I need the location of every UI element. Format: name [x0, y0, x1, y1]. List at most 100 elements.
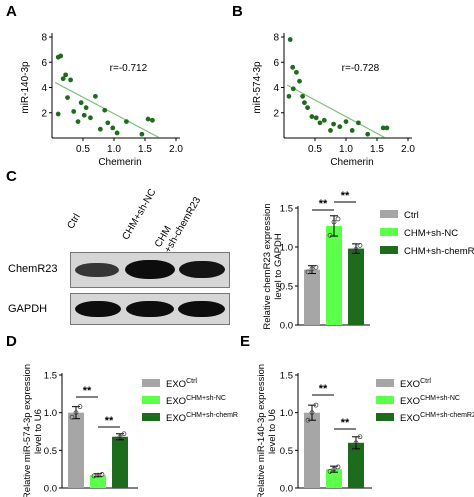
x-tick-label: 0.5 — [308, 144, 322, 155]
replicate-point — [309, 410, 315, 416]
data-point — [55, 111, 61, 117]
replicate-point — [331, 219, 337, 225]
y-tick-label: 0.5 — [280, 446, 293, 457]
bar — [348, 248, 364, 325]
data-point — [102, 107, 108, 113]
y-tick-label: 1.5 — [280, 204, 293, 215]
blot-strip-gapdh — [70, 293, 230, 325]
y-tick-label: 6 — [273, 58, 279, 69]
data-point — [337, 124, 343, 130]
data-point — [309, 114, 315, 119]
y-tick-label: 1.0 — [280, 243, 293, 254]
blot-lane-label-sh-chemr23: CHM +sh-chemR23 — [152, 195, 204, 255]
y-tick-label: 8 — [41, 33, 47, 44]
legend-swatch — [380, 210, 398, 218]
data-point — [287, 37, 293, 42]
blot-band — [75, 263, 119, 277]
y-axis-label: miR-140-3p — [20, 61, 31, 114]
y-axis-label: miR-574-3p — [252, 61, 263, 114]
bar — [68, 412, 84, 488]
replicate-point — [335, 216, 341, 222]
blot-band — [126, 301, 174, 317]
data-point — [300, 93, 305, 99]
x-tick-label: 1.0 — [107, 144, 121, 155]
y-tick-label: 1.5 — [44, 371, 57, 382]
blot-band — [179, 261, 225, 278]
blot-band — [178, 301, 225, 317]
legend-label: Ctrl — [404, 210, 419, 221]
data-point — [313, 115, 319, 121]
data-point — [150, 117, 155, 123]
correlation-annotation: r=-0.712 — [110, 63, 148, 74]
panel-letter-d: D — [6, 333, 17, 350]
legend-swatch — [380, 228, 398, 236]
significance-label: ** — [105, 415, 114, 427]
bar — [304, 269, 320, 325]
y-tick-label: 4 — [273, 83, 279, 94]
legend-label: EXOCHM+sh-chemR23 — [166, 412, 238, 424]
bar — [304, 412, 320, 488]
scatter-chart-b: 2 4 6 8 0.5 1.0 1.5 2.0 Chemerin miR-574-3p r=-0.7… — [252, 33, 415, 166]
replicate-point — [305, 269, 311, 275]
y-tick-label: 1.0 — [44, 408, 57, 419]
data-point — [294, 69, 299, 75]
data-point — [331, 121, 336, 127]
blot-lane-label-ctrl: Ctrl — [65, 212, 83, 231]
data-point — [380, 125, 386, 131]
y-tick-label: 0.5 — [280, 282, 293, 293]
data-point — [114, 130, 120, 136]
legend-swatch — [142, 379, 160, 387]
y-axis-label: Relative miR-574-3p expressionlevel to U… — [22, 364, 44, 497]
data-point — [93, 93, 98, 99]
legend-swatch — [380, 246, 398, 254]
replicate-point — [121, 431, 127, 437]
data-point — [290, 86, 296, 92]
legend-label: CHM+sh-chemR23 — [404, 246, 474, 257]
x-tick-label: 2.0 — [169, 144, 183, 155]
replicate-point — [357, 434, 363, 440]
y-tick-label: 0.0 — [280, 321, 293, 332]
replicate-point — [353, 440, 359, 446]
data-point — [78, 100, 84, 106]
data-point — [286, 93, 292, 99]
data-point — [97, 126, 103, 132]
replicate-point — [99, 472, 105, 477]
data-point — [356, 120, 361, 126]
data-point — [139, 131, 145, 137]
replicate-point — [353, 246, 359, 252]
legend-label: EXOCtrl — [400, 378, 431, 390]
data-point — [317, 120, 323, 126]
bar — [348, 442, 364, 488]
data-point — [68, 77, 73, 83]
x-tick-label: 1.5 — [370, 144, 384, 155]
blot-row-label-chemr23: ChemR23 — [8, 263, 58, 275]
y-axis-label: Relative miR-140-3p expressionlevel to U… — [256, 364, 278, 497]
x-axis-label: Chemerin — [330, 157, 373, 165]
data-point — [75, 119, 81, 124]
replicate-point — [305, 417, 311, 423]
data-point — [328, 128, 333, 133]
replicate-point — [327, 469, 333, 474]
bar — [90, 475, 106, 488]
replicate-point — [313, 402, 319, 408]
replicate-point — [309, 266, 315, 272]
legend-label: EXOCHM+sh-NC — [166, 395, 226, 407]
data-point — [63, 72, 69, 78]
significance-label: ** — [319, 198, 328, 210]
replicate-point — [349, 250, 355, 255]
legend-swatch — [142, 413, 160, 421]
legend-label: CHM+sh-NC — [404, 228, 458, 239]
legend-swatch — [142, 396, 160, 404]
significance-label: ** — [341, 417, 350, 429]
legend-swatch — [376, 379, 394, 387]
data-point — [88, 115, 93, 121]
data-point — [349, 128, 355, 133]
replicate-point — [117, 434, 123, 440]
replicate-point — [313, 264, 319, 270]
legend-label: EXOCHM+sh-NC — [400, 395, 460, 407]
data-point — [343, 119, 349, 124]
y-axis-label: Relative chemR23 expressionlevel to GAPD… — [262, 203, 284, 329]
